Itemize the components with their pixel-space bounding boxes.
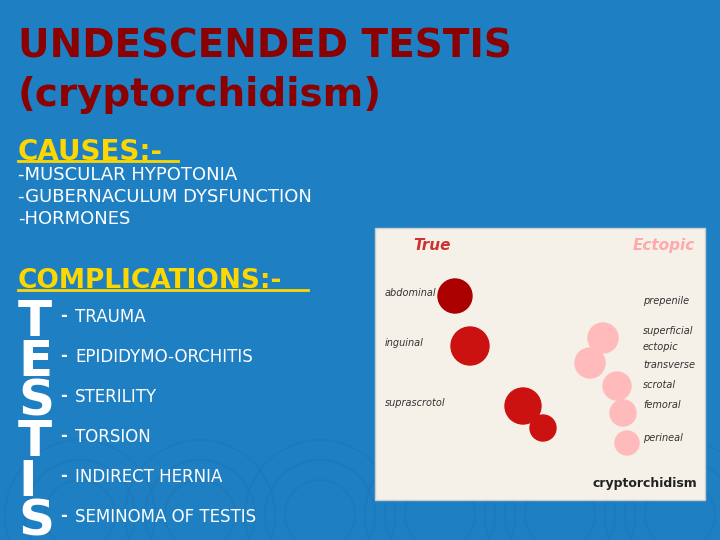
Text: SEMINOMA OF TESTIS: SEMINOMA OF TESTIS (75, 508, 256, 526)
Text: EPIDIDYMO-ORCHITIS: EPIDIDYMO-ORCHITIS (75, 348, 253, 366)
Circle shape (530, 415, 556, 441)
Text: -: - (60, 467, 67, 485)
Text: -GUBERNACULUM DYSFUNCTION: -GUBERNACULUM DYSFUNCTION (18, 188, 312, 206)
Text: ectopic: ectopic (643, 342, 679, 352)
Text: -: - (60, 307, 67, 325)
Text: -MUSCULAR HYPOTONIA: -MUSCULAR HYPOTONIA (18, 166, 238, 184)
Text: COMPLICATIONS:-: COMPLICATIONS:- (18, 268, 282, 294)
Text: -: - (60, 427, 67, 445)
Text: CAUSES:-: CAUSES:- (18, 138, 163, 166)
Text: -HORMONES: -HORMONES (18, 210, 130, 228)
Text: True: True (413, 238, 451, 253)
Circle shape (505, 388, 541, 424)
Text: TRAUMA: TRAUMA (75, 308, 145, 326)
Text: prepenile: prepenile (643, 296, 689, 306)
FancyBboxPatch shape (375, 228, 705, 500)
Text: S: S (18, 378, 54, 426)
Text: (cryptorchidism): (cryptorchidism) (18, 76, 382, 114)
Text: -: - (60, 507, 67, 525)
Text: cryptorchidism: cryptorchidism (593, 477, 697, 490)
Text: inguinal: inguinal (385, 338, 424, 348)
Text: TORSION: TORSION (75, 428, 150, 446)
Text: -: - (60, 347, 67, 365)
Text: UNDESCENDED TESTIS: UNDESCENDED TESTIS (18, 28, 512, 66)
Text: S: S (18, 498, 54, 540)
Circle shape (438, 279, 472, 313)
Text: STERILITY: STERILITY (75, 388, 157, 406)
Text: INDIRECT HERNIA: INDIRECT HERNIA (75, 468, 222, 486)
Text: superficial: superficial (643, 326, 693, 336)
Text: transverse: transverse (643, 360, 695, 370)
Circle shape (451, 327, 489, 365)
Text: scrotal: scrotal (643, 380, 676, 390)
Circle shape (603, 372, 631, 400)
Text: T: T (18, 418, 52, 466)
Text: E: E (18, 338, 52, 386)
Text: suprascrotol: suprascrotol (385, 398, 446, 408)
Text: perineal: perineal (643, 433, 683, 443)
Text: femoral: femoral (643, 400, 680, 410)
Text: I: I (18, 458, 37, 506)
Text: Ectopic: Ectopic (633, 238, 695, 253)
Circle shape (615, 431, 639, 455)
Text: abdominal: abdominal (385, 288, 436, 298)
Text: T: T (18, 298, 52, 346)
Circle shape (610, 400, 636, 426)
Text: -: - (60, 387, 67, 405)
Circle shape (588, 323, 618, 353)
Circle shape (575, 348, 605, 378)
